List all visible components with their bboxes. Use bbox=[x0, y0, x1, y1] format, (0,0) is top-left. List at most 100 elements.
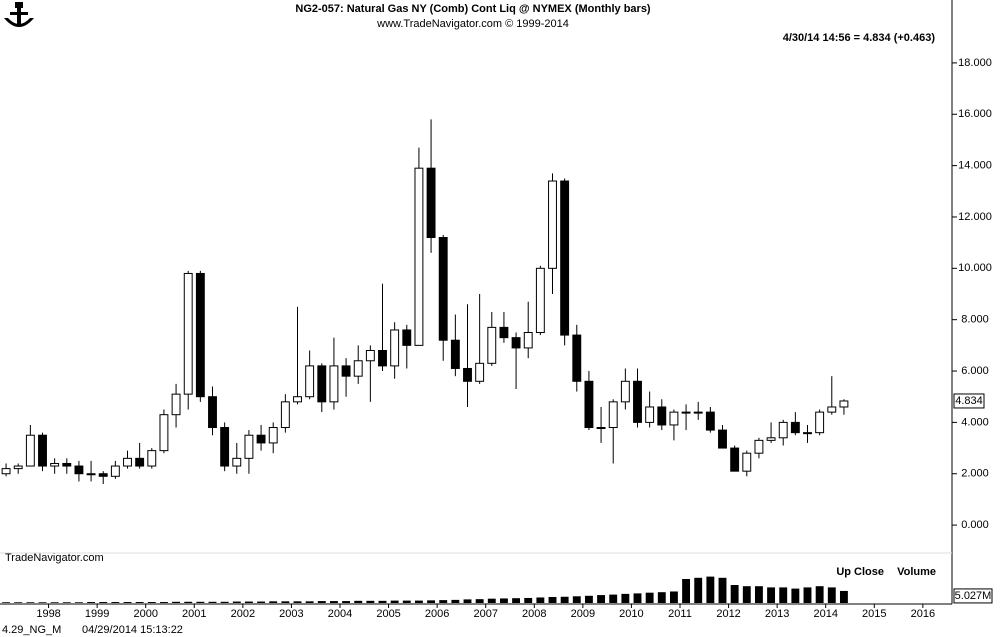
x-tick-label: 2014 bbox=[813, 608, 837, 620]
x-tick-label: 2000 bbox=[133, 608, 157, 620]
candle-body bbox=[754, 439, 764, 454]
volume-bar bbox=[499, 598, 508, 603]
candle-body bbox=[50, 462, 60, 467]
volume-bar bbox=[184, 601, 193, 603]
volume-bar bbox=[645, 592, 654, 603]
volume-bar bbox=[451, 599, 460, 603]
volume-bar bbox=[584, 595, 593, 603]
candle-body bbox=[110, 465, 120, 477]
volume-bar bbox=[366, 600, 375, 603]
volume-bar bbox=[269, 601, 278, 603]
volume-bar bbox=[317, 601, 326, 603]
candle-body bbox=[38, 434, 47, 467]
volume-bar bbox=[572, 596, 581, 603]
volume-bar bbox=[354, 600, 363, 603]
candle-body bbox=[220, 427, 230, 467]
x-tick-label: 2011 bbox=[668, 608, 692, 620]
candle-body bbox=[560, 180, 570, 336]
candle-body bbox=[159, 414, 169, 452]
candle-body bbox=[596, 427, 606, 430]
candle-body bbox=[669, 411, 679, 426]
volume-bar bbox=[342, 601, 351, 603]
x-tick-label: 2010 bbox=[619, 608, 643, 620]
candle-body bbox=[378, 349, 387, 367]
volume-bar bbox=[439, 600, 448, 603]
candle-body bbox=[815, 411, 825, 434]
volume-bar bbox=[839, 590, 848, 603]
x-tick-label: 2016 bbox=[911, 608, 935, 620]
volume-label-box bbox=[953, 588, 993, 604]
candle-body bbox=[390, 329, 400, 367]
candle-body bbox=[402, 329, 412, 346]
candle-body bbox=[353, 360, 363, 377]
volume-bar bbox=[427, 600, 436, 603]
candle-body bbox=[827, 406, 837, 413]
volume-bar bbox=[220, 601, 229, 603]
last-price-box bbox=[953, 393, 985, 409]
candle-body bbox=[693, 411, 703, 414]
candle-body bbox=[548, 180, 557, 269]
candle-body bbox=[426, 167, 436, 239]
volume-bar bbox=[524, 597, 533, 603]
y-tick-label: 16.000 bbox=[958, 108, 992, 120]
volume-bar bbox=[74, 602, 83, 603]
volume-bar bbox=[123, 602, 132, 603]
candle-body bbox=[123, 457, 132, 467]
volume-bar bbox=[257, 601, 266, 603]
y-tick-label: 14.000 bbox=[958, 160, 992, 172]
volume-bar bbox=[694, 577, 703, 603]
candle-body bbox=[98, 473, 108, 477]
candle-body bbox=[317, 365, 327, 403]
candle-body bbox=[62, 462, 72, 467]
volume-bar bbox=[62, 602, 71, 603]
candle-body bbox=[280, 401, 290, 429]
volume-bar bbox=[669, 591, 678, 603]
x-tick-label: 2013 bbox=[765, 608, 789, 620]
y-tick-label: 12.000 bbox=[958, 211, 992, 223]
volume-bar bbox=[633, 593, 642, 603]
volume-bar bbox=[560, 596, 569, 603]
candle-body bbox=[414, 167, 424, 346]
candle-body bbox=[766, 437, 776, 441]
candle-body bbox=[803, 432, 812, 435]
volume-bar bbox=[329, 601, 338, 603]
volume-bar bbox=[682, 579, 691, 603]
volume-label: Up Close bbox=[836, 566, 884, 578]
volume-bar bbox=[87, 602, 96, 603]
volume-bar bbox=[281, 601, 290, 603]
volume-bar bbox=[597, 595, 606, 603]
candle-body bbox=[718, 429, 727, 449]
volume-bar bbox=[475, 599, 484, 603]
volume-bar bbox=[402, 600, 411, 603]
volume-bar bbox=[742, 586, 751, 603]
x-tick-label: 2012 bbox=[716, 608, 740, 620]
header-note: 4/30/14 14:56 = 4.834 (+0.463) bbox=[783, 32, 936, 44]
x-tick-label: 2003 bbox=[279, 608, 303, 620]
volume-bar bbox=[706, 576, 715, 603]
volume-bar bbox=[827, 587, 836, 603]
volume-bar bbox=[111, 602, 120, 603]
x-tick-label: 1998 bbox=[36, 608, 60, 620]
candle-body bbox=[183, 272, 193, 395]
candle-body bbox=[463, 367, 472, 382]
candle-body bbox=[268, 427, 278, 444]
footer-symbol: 4.29_NG_M bbox=[2, 624, 61, 636]
volume-bar bbox=[172, 601, 181, 603]
volume-bar bbox=[135, 602, 144, 603]
candle-body bbox=[608, 401, 618, 429]
candle-body bbox=[135, 457, 145, 467]
candle-body bbox=[341, 365, 351, 377]
y-tick-label: 2.000 bbox=[961, 468, 989, 480]
footer-timestamp: 04/29/2014 15:13:22 bbox=[82, 624, 183, 636]
candle-body bbox=[1, 468, 11, 475]
watermark: TradeNavigator.com bbox=[5, 552, 104, 564]
candle-body bbox=[742, 452, 752, 472]
candle-body bbox=[487, 326, 497, 364]
candle-body bbox=[633, 380, 642, 423]
candle-body bbox=[790, 421, 800, 434]
volume-bar bbox=[378, 600, 387, 603]
volume-bar bbox=[26, 602, 35, 603]
volume-bar bbox=[14, 602, 23, 603]
candle-body bbox=[171, 393, 181, 416]
x-tick-label: 1999 bbox=[85, 608, 109, 620]
